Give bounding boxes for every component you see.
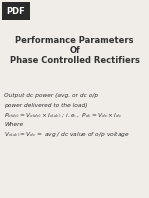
Text: $P_{o(dc)}=V_{o(dc)}\times I_{o(dc)}$ ; $i.e.,$ $P_{dc}=V_{dc}\times I_{dc}$: $P_{o(dc)}=V_{o(dc)}\times I_{o(dc)}$ ; … [4, 112, 122, 120]
Text: Performance Parameters: Performance Parameters [15, 36, 134, 45]
Text: Of: Of [69, 46, 80, 55]
Text: Output dc power (avg. or dc o/p: Output dc power (avg. or dc o/p [4, 93, 98, 98]
Text: PDF: PDF [7, 7, 25, 15]
Text: Phase Controlled Rectifiers: Phase Controlled Rectifiers [10, 56, 139, 65]
FancyBboxPatch shape [2, 2, 30, 20]
Text: power delivered to the load): power delivered to the load) [4, 103, 87, 108]
Text: $V_{o(dc)}=V_{dc}=$ avg / dc value of o/p voltage: $V_{o(dc)}=V_{dc}=$ avg / dc value of o/… [4, 131, 130, 139]
Text: Where: Where [4, 122, 23, 127]
